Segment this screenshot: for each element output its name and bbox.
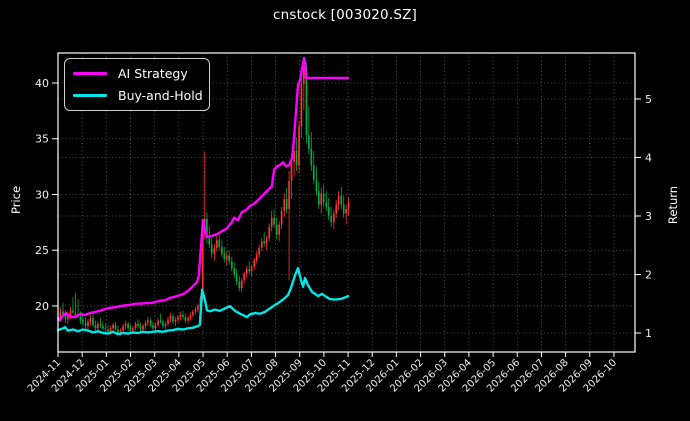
svg-text:1: 1 (645, 327, 652, 340)
buy-and-hold-line (56, 266, 350, 336)
legend-label: Buy-and-Hold (118, 88, 203, 103)
plot-frame (57, 52, 636, 353)
svg-text:35: 35 (35, 133, 49, 146)
candlestick-series (57, 58, 350, 337)
svg-text:3: 3 (645, 210, 652, 223)
ai-strategy-line-swatch (73, 71, 107, 76)
svg-text:5: 5 (645, 93, 652, 106)
left-axis-label: Price (9, 185, 23, 215)
svg-text:20: 20 (35, 300, 49, 313)
legend-label: AI Strategy (118, 66, 188, 81)
legend-item-buy-and-hold: Buy-and-Hold (71, 87, 203, 104)
chart-title: cnstock [003020.SZ] (272, 7, 418, 23)
ai-strategy-line (56, 56, 350, 322)
right-axis-label: Return (666, 185, 680, 225)
buy-and-hold-line-swatch (73, 93, 107, 98)
svg-text:25: 25 (35, 244, 49, 257)
chart-legend: AI Strategy Buy-and-Hold (64, 58, 210, 111)
svg-text:2: 2 (645, 268, 652, 281)
svg-text:30: 30 (35, 188, 49, 201)
svg-text:40: 40 (35, 77, 49, 90)
legend-item-ai-strategy: AI Strategy (71, 65, 203, 82)
svg-text:4: 4 (645, 151, 652, 164)
grid-lines (57, 53, 635, 352)
